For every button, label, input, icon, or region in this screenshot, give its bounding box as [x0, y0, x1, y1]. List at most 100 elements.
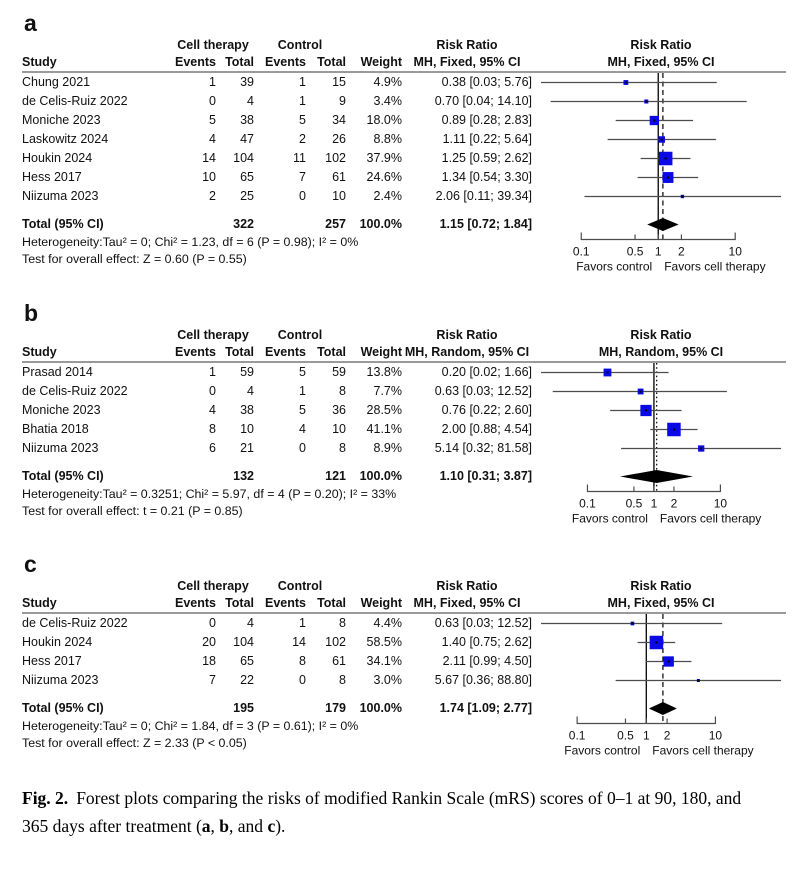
treat-total-cell: 22 [240, 673, 254, 687]
control-events-cell: 14 [292, 635, 306, 649]
model-column-header: MH, Random, 95% CI [404, 344, 530, 359]
study-name-cell: Moniche 2023 [22, 402, 101, 417]
forest-plot-svg: 0.1 0.5 1 2 10 Favors control Favors cell ther… [541, 362, 781, 525]
treat-total-cell: 47 [240, 132, 254, 146]
weight-column-header: Weight [360, 596, 402, 610]
weight-cell: 4.9% [373, 75, 403, 89]
events-column-header: Events [265, 344, 306, 359]
rr-ci-cell: 1.34 [0.54; 3.30] [441, 170, 532, 184]
weight-column-header: Weight [360, 55, 402, 69]
figure-caption: Fig. 2. Forest plots comparing the risks … [22, 787, 742, 836]
total-weight: 100.0% [359, 217, 402, 231]
control-events-cell: 1 [299, 616, 306, 630]
study-name-cell: de Celis-Ruiz 2022 [22, 94, 128, 108]
study-name-cell: Bhatia 2018 [22, 421, 89, 436]
header-rule [22, 612, 786, 614]
overall-effect-text: Test for overall effect: Z = 2.33 (P < 0… [22, 736, 247, 750]
model-column-header: MH, Fixed, 95% CI [413, 596, 521, 610]
overall-effect-text: Test for overall effect: t = 0.21 (P = 0… [22, 503, 243, 518]
events-column-header: Events [265, 55, 306, 69]
study-name-cell: Niizuma 2023 [22, 440, 99, 455]
events-column-header: Events [175, 596, 216, 610]
favors-right-label: Favors cell therapy [652, 744, 753, 758]
study-column-header: Study [22, 344, 57, 359]
total-rr-ci: 1.74 [1.09; 2.77] [439, 701, 532, 715]
treat-events-cell: 20 [202, 635, 216, 649]
control-total-cell: 8 [339, 383, 346, 398]
group-header-row: Cell therapy Control Risk Ratio [22, 327, 786, 344]
study-name-cell: Laskowitz 2024 [22, 132, 109, 146]
table-row: Bhatia 2018 8 10 4 10 41.1% 2.00 [0.88; 4.54] [22, 420, 786, 439]
total-label: Total (95% CI) [22, 468, 104, 483]
table-row: Niizuma 2023 7 22 0 8 3.0% 5.67 [0.36; 88.80] [22, 671, 786, 690]
axis-tick-label: 10 [709, 729, 723, 743]
effect-point [681, 195, 684, 198]
control-events-cell: 8 [299, 654, 306, 668]
treat-events-cell: 6 [209, 440, 216, 455]
heterogeneity-text: Heterogeneity:Tau² = 0.3251; Chi² = 5.97… [22, 486, 397, 501]
total-label: Total (95% CI) [22, 217, 104, 231]
panel-c-label: c [24, 551, 37, 577]
axis-tick-label: 1 [655, 245, 662, 259]
study-column-header: Study [22, 596, 57, 610]
effect-point [606, 371, 609, 373]
effect-point [697, 679, 700, 682]
effect-point [631, 622, 634, 625]
axis-tick-label: 2 [664, 729, 671, 743]
table-row: Hess 2017 10 65 7 61 24.6% 1.34 [0.54; 3.30] [22, 168, 786, 187]
weight-cell: 37.9% [366, 151, 402, 165]
plot-header: Risk Ratio MH, Fixed, 95% CI [536, 578, 786, 612]
group-header-row: Cell therapy Control Risk Ratio [22, 37, 786, 54]
control-events-cell: 1 [299, 75, 306, 89]
control-total-cell: 8 [339, 616, 346, 630]
total-weight: 100.0% [359, 701, 402, 715]
effect-point [653, 119, 656, 122]
control-events-cell: 0 [299, 189, 306, 203]
study-name-cell: Hess 2017 [22, 170, 82, 184]
control-total-cell: 102 [325, 635, 346, 649]
weight-cell: 4.4% [373, 616, 403, 630]
events-column-header: Events [265, 596, 306, 610]
axis-tick-label: 10 [729, 245, 743, 259]
panel-c: c Cell therapy Control Risk Ratio Study … [22, 551, 786, 762]
heterogeneity-text: Heterogeneity:Tau² = 0; Chi² = 1.23, df … [22, 235, 359, 249]
table-row: Chung 2021 1 39 1 15 4.9% 0.38 [0.03; 5.76] [22, 73, 786, 92]
control-total-cell: 36 [332, 402, 346, 417]
effect-point [664, 157, 667, 160]
effect-point [624, 81, 627, 84]
header-rule [22, 360, 786, 363]
study-name-cell: Moniche 2023 [22, 113, 101, 127]
control-total-cell: 15 [332, 75, 346, 89]
weight-cell: 8.9% [373, 440, 403, 455]
effect-point [672, 428, 675, 430]
treat-total-cell: 4 [247, 383, 254, 398]
study-name-cell: de Celis-Ruiz 2022 [22, 383, 128, 398]
rr-ci-cell: 1.25 [0.59; 2.62] [441, 151, 532, 165]
treat-events-cell: 4 [209, 132, 216, 146]
control-total-cell: 9 [339, 94, 346, 108]
treat-events-cell: 5 [209, 113, 216, 127]
total-column-header: Total [317, 596, 346, 610]
control-events-cell: 11 [293, 151, 306, 165]
favors-right-label: Favors cell therapy [664, 260, 765, 274]
rr-ci-cell: 1.11 [0.22; 5.64] [442, 132, 532, 146]
panel-b-label: b [24, 299, 39, 326]
treat-total-cell: 65 [240, 170, 254, 184]
rr-ci-cell: 5.14 [0.32; 81.58] [434, 440, 532, 455]
panel-a: a Cell therapy Control Risk Ratio Study … [22, 10, 786, 278]
rr-ci-cell: 2.11 [0.99; 4.50] [442, 654, 532, 668]
rr-ci-cell: 0.70 [0.04; 14.10] [434, 94, 532, 108]
model-column-header: MH, Fixed, 95% CI [413, 55, 521, 69]
control-total-cell: 10 [332, 189, 346, 203]
treat-events-cell: 4 [209, 402, 216, 417]
weight-cell: 24.6% [366, 170, 402, 184]
total-control-n: 121 [325, 468, 346, 483]
treat-total-cell: 38 [240, 402, 254, 417]
weight-cell: 58.5% [366, 635, 402, 649]
column-header-row: Study Events Total Events Total Weight M… [22, 595, 786, 612]
table-row: Prasad 2014 1 59 5 59 13.8% 0.20 [0.02; 1.66] [22, 363, 786, 382]
plot-model-header: MH, Random, 95% CI [598, 344, 724, 359]
treat-events-cell: 7 [209, 673, 216, 687]
weight-cell: 41.1% [366, 421, 402, 436]
axis-tick-label: 2 [678, 245, 685, 259]
